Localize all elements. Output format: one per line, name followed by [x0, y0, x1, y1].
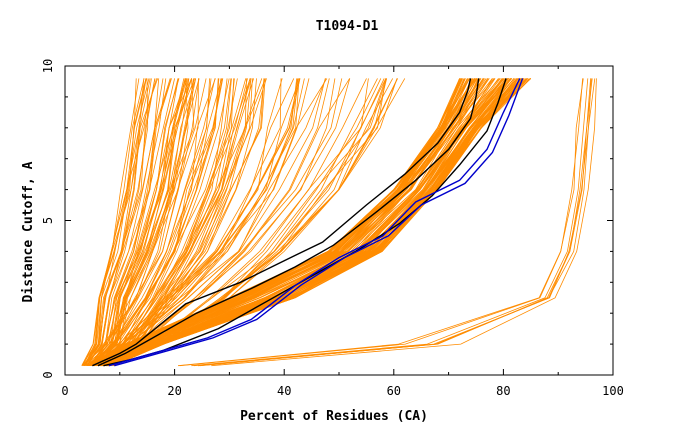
axis-ticks: 0 20 40 60 80 100 0 5 10 — [41, 59, 624, 398]
model-curve — [92, 78, 480, 367]
chart-title: T1094-D1 — [316, 19, 379, 34]
x-tick-label: 80 — [496, 384, 510, 398]
y-tick-label: 0 — [41, 371, 55, 378]
model-curve — [81, 78, 194, 367]
model-curve — [106, 78, 520, 367]
model-curve — [103, 78, 522, 367]
model-curve — [106, 78, 518, 367]
highlight-curve — [92, 78, 472, 367]
highlight-curve — [114, 78, 524, 367]
model-curve — [85, 78, 156, 366]
model-curve — [108, 78, 525, 367]
model-curve — [90, 78, 473, 367]
model-curve — [87, 78, 207, 366]
model-curve — [83, 78, 195, 366]
model-curve — [87, 78, 461, 367]
y-tick-label: 5 — [41, 217, 55, 224]
model-curve — [87, 78, 210, 367]
y-axis-label: Distance Cutoff, A — [21, 161, 36, 302]
x-tick-label: 0 — [61, 384, 68, 398]
model-curves — [81, 78, 597, 367]
model-curve — [88, 78, 470, 367]
x-tick-label: 100 — [602, 384, 624, 398]
model-curve — [81, 78, 137, 366]
highlight-curve — [97, 78, 480, 367]
model-curve — [90, 78, 283, 367]
model-curve — [98, 78, 501, 367]
model-curve — [89, 78, 223, 366]
model-curve — [179, 78, 583, 367]
model-curve — [211, 78, 597, 367]
x-tick-label: 20 — [167, 384, 181, 398]
model-curve — [103, 78, 512, 367]
x-tick-label: 40 — [277, 384, 291, 398]
model-curve — [81, 78, 145, 366]
highlight-curves — [92, 78, 524, 367]
y-tick-label: 10 — [41, 59, 55, 73]
model-curve — [91, 78, 175, 366]
model-curve — [91, 78, 179, 366]
model-curve — [91, 78, 477, 367]
model-curve — [92, 78, 219, 366]
model-curve — [193, 78, 593, 367]
model-curve — [94, 78, 230, 367]
x-tick-label: 60 — [387, 384, 401, 398]
model-curve — [84, 78, 151, 366]
model-curve — [87, 78, 282, 367]
x-axis-label: Percent of Residues (CA) — [240, 409, 428, 424]
model-curve — [191, 78, 589, 367]
highlight-curve — [108, 78, 521, 367]
model-curve — [95, 78, 192, 366]
model-curve — [93, 78, 300, 367]
